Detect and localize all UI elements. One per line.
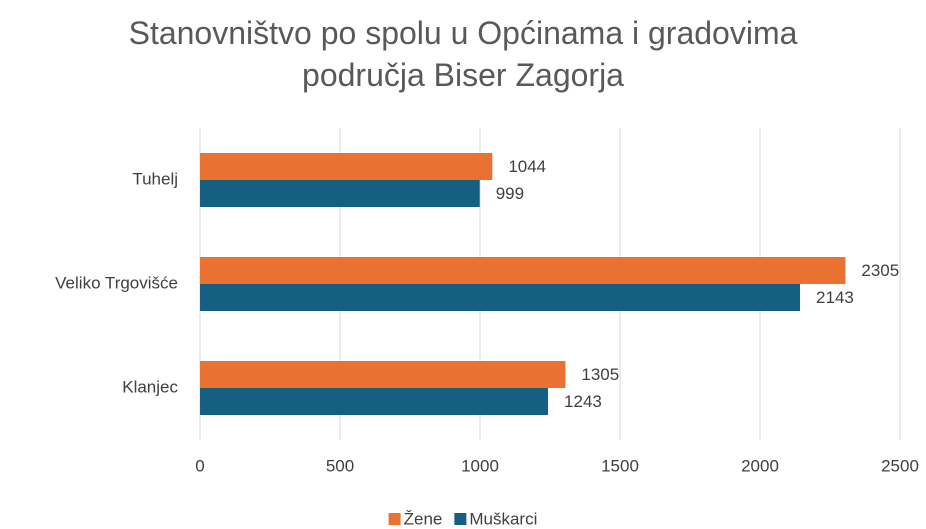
data-label: 1243 — [564, 392, 602, 411]
bar — [200, 361, 566, 388]
legend-swatch — [454, 513, 467, 525]
bar — [200, 153, 493, 180]
bar — [200, 257, 846, 284]
legend-label: Muškarci — [469, 509, 537, 528]
x-tick-label: 500 — [326, 456, 354, 475]
bar — [200, 388, 549, 415]
x-tick-label: 0 — [195, 456, 204, 475]
data-label: 1305 — [581, 365, 619, 384]
bar — [200, 284, 801, 311]
y-tick-label: Klanjec — [122, 377, 178, 396]
y-tick-label: Tuhelj — [132, 169, 178, 188]
x-tick-label: 2000 — [741, 456, 779, 475]
bar — [200, 180, 480, 207]
data-label: 2143 — [816, 288, 854, 307]
data-label: 2305 — [861, 261, 899, 280]
x-tick-label: 2500 — [881, 456, 919, 475]
chart-title: Stanovništvo po spolu u Općinama i grado… — [128, 15, 798, 93]
y-tick-label: Veliko Trgovišće — [55, 273, 178, 292]
x-tick-label: 1000 — [461, 456, 499, 475]
data-label: 1044 — [508, 157, 546, 176]
legend-swatch — [388, 513, 401, 525]
legend-label: Žene — [404, 509, 443, 528]
data-label: 999 — [496, 184, 524, 203]
x-tick-label: 1500 — [601, 456, 639, 475]
